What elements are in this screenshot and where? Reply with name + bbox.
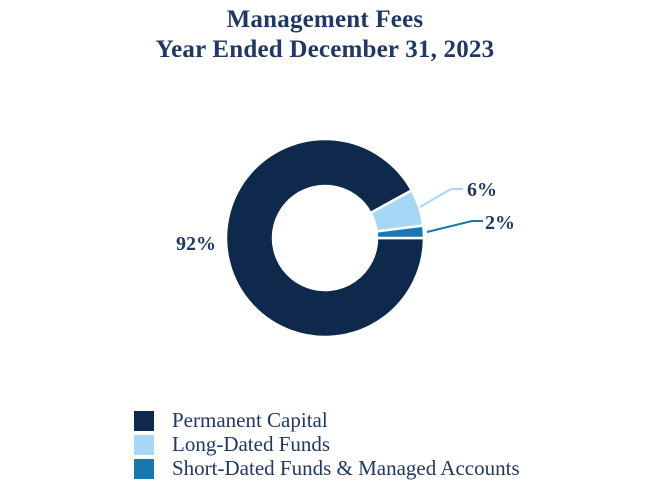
- label-short-dated-funds-pct: 2%: [485, 212, 515, 234]
- legend-swatch-permanent-capital-icon: [134, 410, 154, 431]
- chart-subtitle: Year Ended December 31, 2023: [155, 36, 495, 63]
- slice-permanent-capital: [224, 137, 426, 339]
- legend-swatch-long-dated-funds-icon: [134, 434, 154, 455]
- slice-short-dated-funds-managed-accounts: [375, 224, 426, 240]
- legend-swatch-short-dated-funds-icon: [134, 458, 154, 479]
- label-permanent-capital-pct: 92%: [176, 233, 216, 255]
- legend-item-long-dated-funds: Long-Dated Funds: [134, 434, 520, 455]
- callout-line-short-dated-funds: [426, 220, 483, 233]
- legend-item-permanent-capital: Permanent Capital: [134, 410, 520, 431]
- label-long-dated-funds-pct: 6%: [467, 179, 497, 201]
- chart-title: Management Fees: [226, 6, 424, 33]
- legend: Permanent Capital Long-Dated Funds Short…: [134, 410, 520, 479]
- donut-slices: [224, 137, 426, 339]
- callout-line-long-dated-funds: [419, 188, 463, 208]
- chart-title-block: Management Fees Year Ended December 31, …: [0, 5, 650, 65]
- legend-label-long-dated-funds: Long-Dated Funds: [172, 432, 331, 456]
- legend-label-short-dated-funds: Short-Dated Funds & Managed Accounts: [172, 456, 520, 480]
- legend-label-permanent-capital: Permanent Capital: [172, 408, 328, 432]
- legend-item-short-dated-funds: Short-Dated Funds & Managed Accounts: [134, 458, 520, 479]
